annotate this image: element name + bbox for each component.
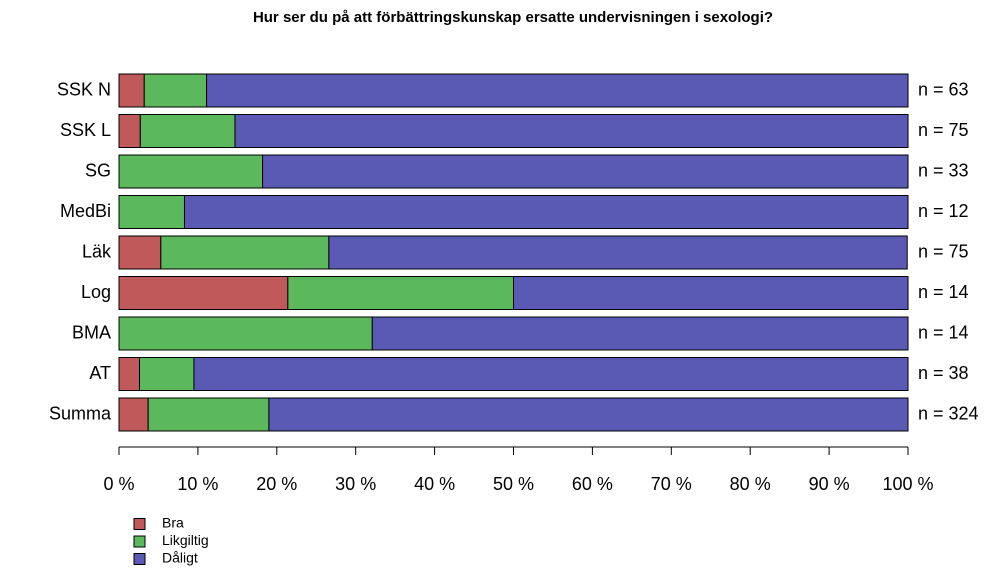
annotation: n = 12 [918,201,969,221]
x-tick-label: 30 % [335,474,376,494]
bar-segment [513,276,909,310]
x-tick-label: 90 % [809,474,850,494]
legend-label: Dåligt [162,550,198,566]
bar-segment [160,235,330,270]
legend-label: Bra [162,515,184,531]
bar-segment [183,195,909,229]
x-tick-label: 50 % [493,474,534,494]
x-tick-label: 100 % [882,474,933,494]
bar-segment [139,114,236,148]
bar-segment [118,195,185,229]
bar-segment [193,357,909,391]
annotation: n = 14 [918,282,969,302]
annotation: n = 33 [918,160,969,180]
bar-segment [118,114,141,148]
bar-segment [143,73,208,108]
annotation: n = 75 [918,120,969,140]
bar-segment [118,276,289,310]
bar-segment [287,276,515,310]
annotation: n = 324 [918,403,979,423]
annotation: n = 38 [918,363,969,383]
y-tick-label: BMA [72,322,111,342]
bar-segment [206,73,909,108]
legend-label: Likgiltig [162,532,209,548]
legend-swatch [133,535,146,548]
x-tick-label: 60 % [572,474,613,494]
bar-segment [268,397,909,432]
bar-segment [262,154,909,189]
x-tick-label: 80 % [730,474,771,494]
y-tick-label: Läk [82,241,112,261]
x-tick-label: 40 % [414,474,455,494]
bar-segment [118,235,162,270]
bar-segment [234,114,909,148]
bar-segment [328,235,908,270]
y-tick-label: AT [89,363,111,383]
x-tick-label: 10 % [177,474,218,494]
chart-title: Hur ser du på att förbättringskunskap er… [253,9,773,26]
annotation: n = 75 [918,241,969,261]
y-tick-label: SSK N [57,79,111,99]
x-tick-label: 0 % [103,474,134,494]
bar-segment [371,316,909,351]
bar-segment [118,357,141,391]
bar-segment [118,397,149,432]
bar-segment [147,397,270,432]
bar-segment [118,73,145,108]
x-tick-label: 70 % [651,474,692,494]
y-tick-label: Summa [49,403,112,423]
annotation: n = 63 [918,79,969,99]
legend-swatch [133,553,146,565]
y-tick-label: Log [81,282,111,302]
annotation: n = 14 [918,322,969,342]
legend-swatch [133,518,146,530]
y-tick-label: MedBi [60,201,111,221]
y-tick-label: SSK L [60,120,111,140]
bar-segment [118,316,373,351]
y-tick-label: SG [85,160,111,180]
bar-segment [118,154,264,189]
bar-segment [139,357,195,391]
x-tick-label: 20 % [256,474,297,494]
